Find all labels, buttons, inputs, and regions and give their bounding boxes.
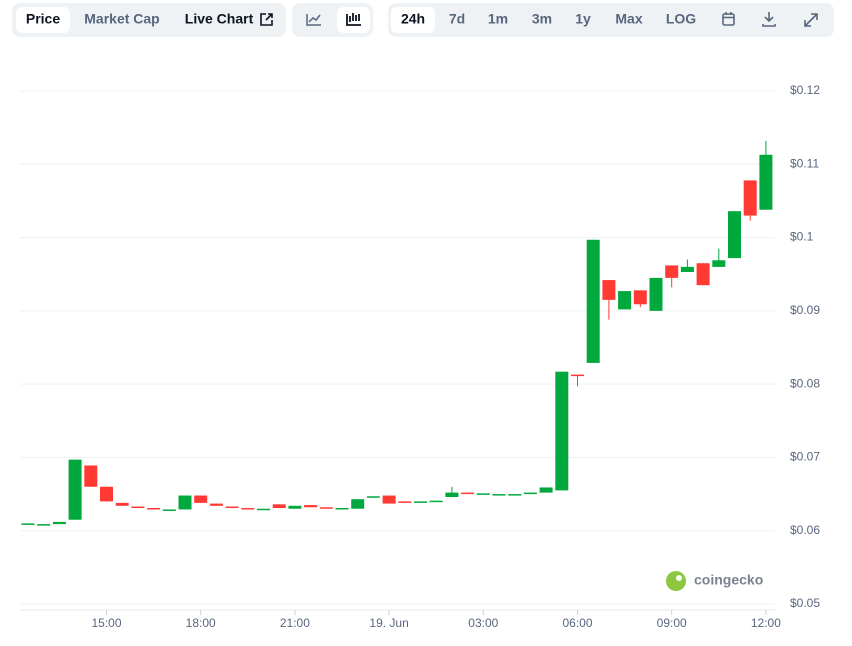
range[interactable]: 24h (401, 11, 425, 27)
candle-icon[interactable] (346, 13, 361, 26)
y-tick-label: $0.06 (790, 523, 820, 537)
x-tick-label: 19. Jun (369, 616, 408, 630)
range[interactable]: Max (615, 11, 642, 27)
line-icon[interactable] (306, 14, 321, 26)
candle-body (115, 502, 129, 506)
candle-body (696, 263, 710, 286)
candle-body (680, 266, 694, 273)
candle-body (398, 501, 412, 503)
candle-body (37, 524, 51, 526)
range-group (388, 3, 834, 37)
calendar-icon[interactable] (722, 12, 735, 26)
range[interactable]: 3m (532, 11, 552, 27)
candle-body (476, 493, 490, 495)
candle-body (351, 499, 365, 509)
x-tick-label: 21:00 (280, 616, 310, 630)
y-tick-label: $0.09 (790, 303, 820, 317)
candle-body (241, 507, 255, 510)
y-tick-label: $0.1 (790, 230, 814, 244)
y-tick-label: $0.08 (790, 376, 820, 390)
x-tick-label: 18:00 (186, 616, 216, 630)
watermark: coingecko (666, 571, 763, 591)
x-tick-label: 06:00 (562, 616, 592, 630)
candle-body (194, 495, 208, 503)
candle-body (571, 374, 584, 377)
candle-body (147, 507, 161, 510)
candle-body (445, 492, 459, 498)
download-icon[interactable] (762, 12, 776, 27)
tab[interactable]: Market Cap (84, 11, 159, 27)
y-tick-label: $0.11 (790, 156, 819, 170)
candle-body (178, 495, 192, 510)
candle-body (555, 371, 569, 491)
candle-body (84, 465, 98, 487)
candle-body (743, 180, 757, 216)
candle-body (649, 277, 663, 311)
range[interactable]: LOG (666, 11, 696, 27)
candle-body (712, 260, 726, 267)
candle-body (586, 239, 600, 363)
candle-body (209, 503, 223, 506)
candle-body (304, 505, 318, 508)
candle-body (21, 523, 35, 525)
range-selected[interactable] (391, 7, 435, 33)
candle-body (100, 486, 113, 502)
candle-body (759, 154, 773, 210)
candle-body (335, 507, 349, 510)
candle-body (68, 459, 82, 520)
candle-body (539, 487, 553, 493)
tab[interactable]: Live Chart (185, 11, 254, 27)
candle-body (288, 505, 302, 509)
candle-body (508, 494, 522, 496)
x-tick-label: 03:00 (468, 616, 498, 630)
external-icon (260, 13, 273, 26)
x-tick-label: 15:00 (91, 616, 121, 630)
x-tick-label: 09:00 (657, 616, 687, 630)
candle-body (319, 507, 333, 509)
candle-body (728, 211, 741, 259)
candle-body (461, 492, 475, 495)
tab-group (12, 3, 286, 37)
range[interactable]: 1y (575, 11, 591, 27)
candle-body (414, 501, 427, 503)
expand-icon[interactable] (804, 13, 818, 27)
tab-selected[interactable] (16, 7, 70, 33)
range[interactable]: 7d (449, 11, 465, 27)
candle-body (618, 291, 632, 310)
candle-body (257, 508, 270, 511)
y-tick-label: $0.05 (790, 596, 820, 610)
candle-body (52, 521, 66, 525)
x-tick-label: 12:00 (751, 616, 781, 630)
y-tick-label: $0.12 (790, 83, 820, 97)
candle-body (665, 265, 679, 278)
candle-body (523, 492, 537, 495)
candle-body (225, 506, 239, 509)
candle-body (131, 506, 145, 509)
candle-body (162, 509, 176, 511)
candle-body (272, 504, 286, 508)
candle-body (382, 495, 396, 504)
candle-body (633, 290, 647, 305)
watermark-text: coingecko (694, 572, 763, 588)
candle-body (602, 280, 616, 300)
y-tick-label: $0.07 (790, 450, 820, 464)
tab[interactable]: Price (26, 11, 60, 27)
candle-body (429, 500, 443, 503)
candle-body (492, 494, 506, 496)
range[interactable]: 1m (488, 11, 508, 27)
candle-body (366, 496, 380, 498)
